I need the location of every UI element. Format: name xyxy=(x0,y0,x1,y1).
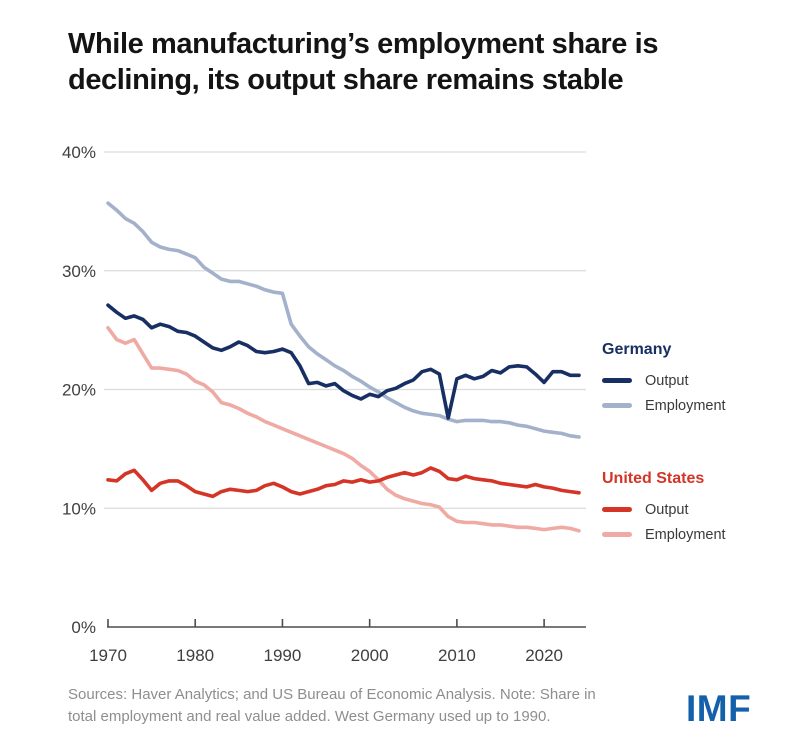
series-line-us-output xyxy=(106,466,581,499)
us-output-line-swatch xyxy=(602,507,632,512)
legend-germany-employment-label: Employment xyxy=(645,397,726,414)
legend-row-germany-employment: Employment xyxy=(602,393,787,418)
source-note: Sources: Haver Analytics; and US Bureau … xyxy=(68,684,628,728)
chart-title: While manufacturing’s employment share i… xyxy=(68,26,748,98)
x-tick-label-2010: 2010 xyxy=(438,646,476,665)
y-tick-label-0: 0% xyxy=(71,618,96,637)
x-tick-label-2000: 2000 xyxy=(351,646,389,665)
x-tick-label-1970: 1970 xyxy=(89,646,127,665)
series-line-germany-output xyxy=(106,303,581,420)
legend-united-states: United States Output Employment xyxy=(602,470,787,547)
legend-row-us-output: Output xyxy=(602,497,787,522)
legend-us-output-label: Output xyxy=(645,501,689,518)
legend-germany-output-label: Output xyxy=(645,372,689,389)
legend-row-us-employment: Employment xyxy=(602,522,787,547)
legend-germany: Germany Output Employment xyxy=(602,341,787,418)
x-tick-label-1980: 1980 xyxy=(176,646,214,665)
legend-row-germany-output: Output xyxy=(602,368,787,393)
x-tick-label-2020: 2020 xyxy=(525,646,563,665)
us-employment-line-swatch xyxy=(602,532,632,537)
source-note-line1: Sources: Haver Analytics; and US Bureau … xyxy=(68,686,596,703)
chart-title-line1: While manufacturing’s employment share i… xyxy=(68,28,659,60)
legend-us-header: United States xyxy=(602,470,705,487)
y-tick-label-30: 30% xyxy=(62,262,96,281)
legend-us-employment-label: Employment xyxy=(645,526,726,543)
source-note-line2: total employment and real value added. W… xyxy=(68,708,551,725)
y-tick-label-20: 20% xyxy=(62,381,96,400)
line-chart: 0% 10% 20% 30% 40% 1970 1980 1990 2000 2010 2020 xyxy=(62,143,586,665)
chart-svg: 0% 10% 20% 30% 40% 1970 1980 1990 2000 2010 2020 xyxy=(62,143,586,665)
germany-output-line-swatch xyxy=(602,378,632,383)
legend-germany-header: Germany xyxy=(602,341,672,358)
series-line-germany-employment xyxy=(106,201,581,439)
series-line-us-employment xyxy=(106,325,581,533)
germany-employment-line-swatch xyxy=(602,403,632,408)
y-tick-label-40: 40% xyxy=(62,143,96,162)
chart-title-line2: declining, its output share remains stab… xyxy=(68,64,624,96)
y-tick-label-10: 10% xyxy=(62,499,96,518)
imf-logo: IMF xyxy=(686,688,752,729)
x-tick-label-1990: 1990 xyxy=(264,646,302,665)
